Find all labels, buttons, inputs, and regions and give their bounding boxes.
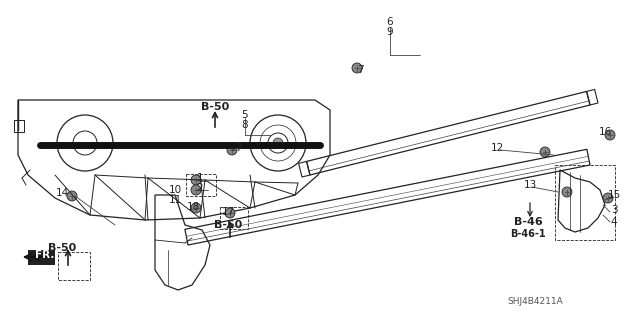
Text: B-50: B-50 xyxy=(201,102,229,112)
Text: 13: 13 xyxy=(524,180,536,190)
Text: 10: 10 xyxy=(168,185,182,195)
Text: 5: 5 xyxy=(242,110,248,120)
Text: 9: 9 xyxy=(387,27,394,37)
Circle shape xyxy=(191,185,201,195)
Bar xyxy=(14,120,24,132)
Circle shape xyxy=(603,193,613,203)
Text: 14: 14 xyxy=(56,188,68,198)
Circle shape xyxy=(67,191,77,201)
Text: SHJ4B4211A: SHJ4B4211A xyxy=(507,298,563,307)
Text: 8: 8 xyxy=(242,120,248,130)
Text: 12: 12 xyxy=(490,143,504,153)
Text: 7: 7 xyxy=(235,143,241,153)
Bar xyxy=(186,174,216,196)
Circle shape xyxy=(191,203,201,213)
Text: 16: 16 xyxy=(598,127,612,137)
Circle shape xyxy=(352,63,362,73)
Bar xyxy=(220,207,248,229)
Text: 18: 18 xyxy=(186,202,200,212)
Circle shape xyxy=(540,147,550,157)
Circle shape xyxy=(191,175,201,185)
Circle shape xyxy=(227,145,237,155)
Bar xyxy=(58,252,90,280)
Circle shape xyxy=(605,130,615,140)
Text: 1: 1 xyxy=(196,173,204,183)
Text: B-50: B-50 xyxy=(214,220,242,230)
Text: B-50: B-50 xyxy=(48,243,76,253)
Text: B-46-1: B-46-1 xyxy=(510,229,546,239)
Text: 3: 3 xyxy=(611,205,618,215)
Text: FR.: FR. xyxy=(35,250,54,260)
Text: 15: 15 xyxy=(607,190,621,200)
Text: 7: 7 xyxy=(356,65,364,75)
Text: 2: 2 xyxy=(196,183,204,193)
Circle shape xyxy=(225,208,235,218)
Circle shape xyxy=(273,138,283,148)
Bar xyxy=(555,165,615,240)
Polygon shape xyxy=(28,250,55,265)
Text: 6: 6 xyxy=(387,17,394,27)
Text: 17: 17 xyxy=(221,207,235,217)
Text: 11: 11 xyxy=(168,195,182,205)
Text: B-46: B-46 xyxy=(514,217,542,227)
Text: 4: 4 xyxy=(611,217,618,227)
Circle shape xyxy=(562,187,572,197)
